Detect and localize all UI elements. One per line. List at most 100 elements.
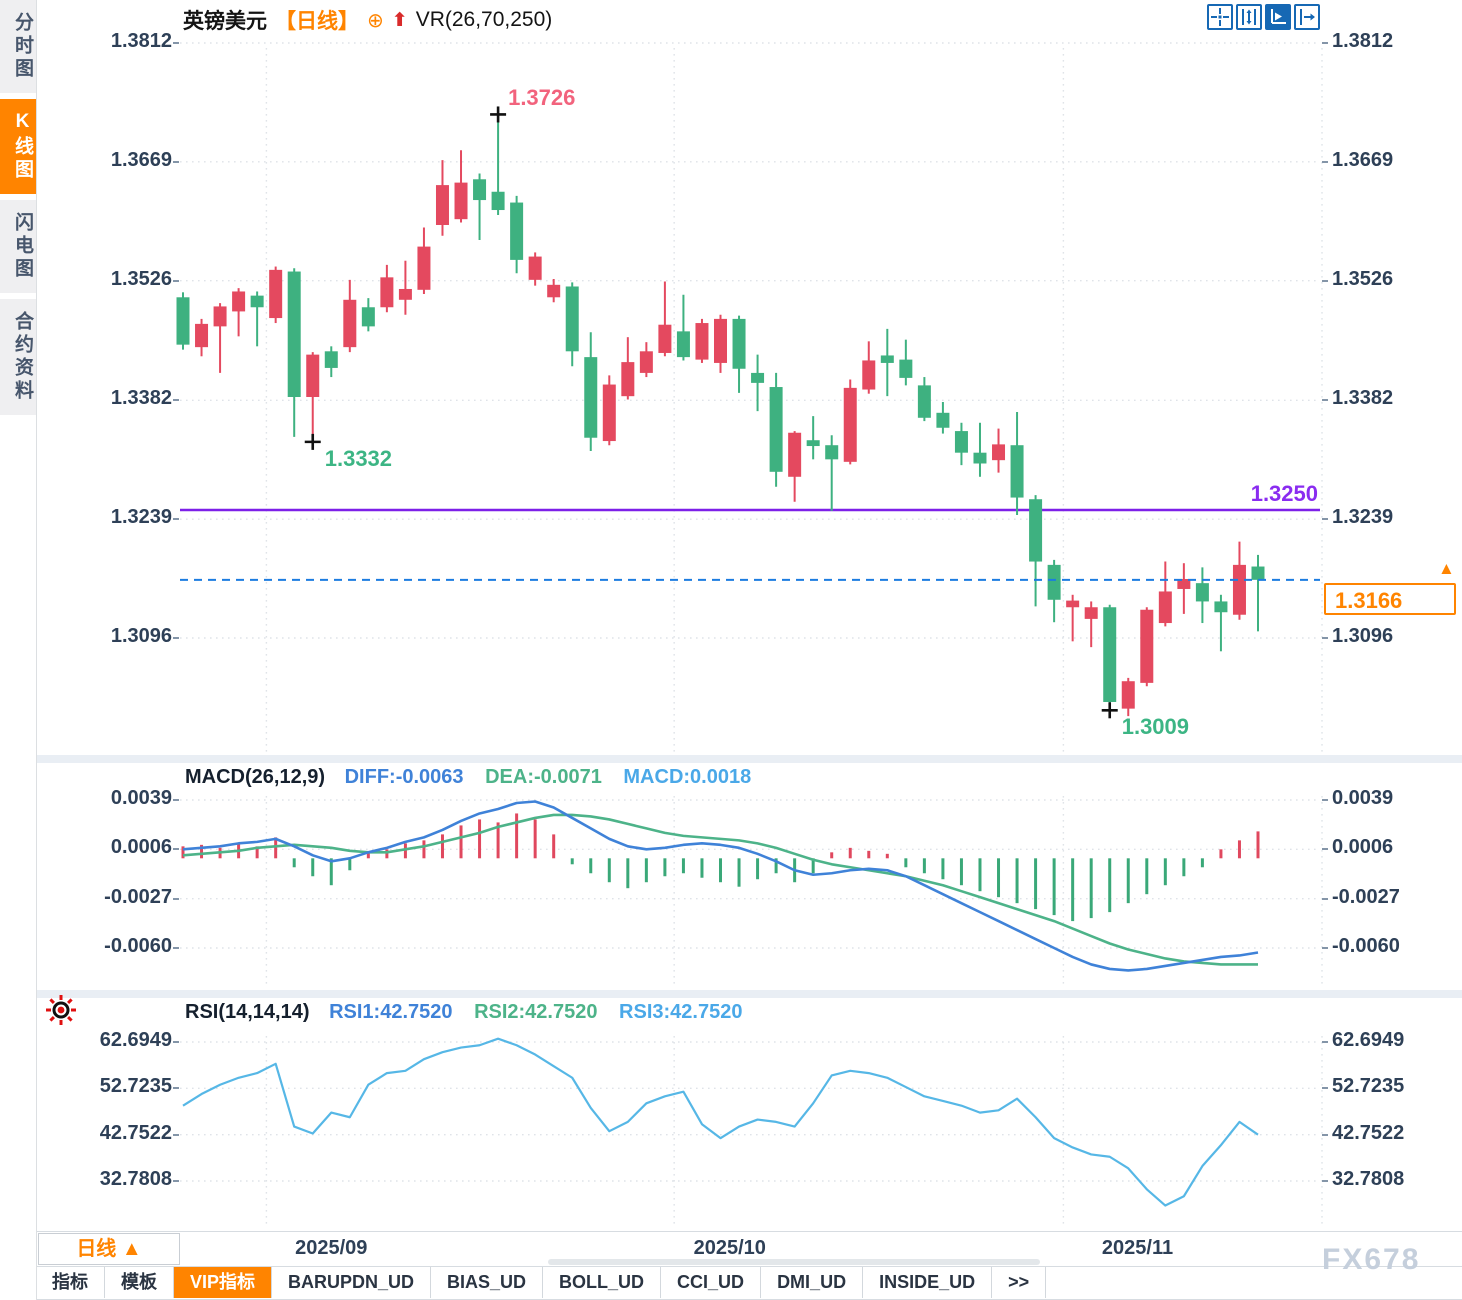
price-tick-label: -0.0027 (104, 885, 172, 908)
price-tick-label: 1.3239 (110, 506, 172, 529)
price-tick-label: 1.3239 (1332, 506, 1394, 529)
price-tick-label: -0.0060 (104, 935, 172, 957)
horizontal-scrollbar[interactable] (548, 1259, 1040, 1265)
bottom-tab-4[interactable]: BIAS_UD (431, 1267, 544, 1298)
price-tick-label: 1.3669 (110, 148, 172, 171)
axis-tick (173, 637, 179, 639)
axis-tick (1322, 160, 1328, 163)
symbol-name: 英镑美元 (183, 10, 267, 33)
bottom-tab-5[interactable]: BOLL_UD (543, 1267, 662, 1298)
target-circle-icon[interactable]: ⊕ (367, 9, 384, 32)
axis-tick (1322, 897, 1328, 900)
price-tick-label: 1.3669 (1332, 148, 1394, 171)
price-tick-label: 42.7522 (99, 1121, 172, 1144)
axis-tick (1322, 1180, 1328, 1182)
chevron-up-icon: ▲ (121, 1238, 142, 1260)
price-tick-label: 1.3096 (1332, 625, 1394, 647)
price-tick-label: 0.0006 (1332, 836, 1394, 859)
price-tick-label: 42.7522 (1332, 1121, 1405, 1144)
axis-tick (173, 848, 179, 851)
price-tick-label: -0.0027 (1332, 885, 1400, 908)
price-tick-label: 0.0039 (110, 787, 172, 809)
axis-tick (173, 518, 179, 521)
bottom-tab-9[interactable]: >> (992, 1267, 1047, 1298)
axis-tick (1322, 1041, 1328, 1043)
price-tick-label: 62.6949 (99, 1029, 172, 1051)
rsi-title: RSI(14,14,14) (185, 1001, 310, 1023)
time-axis-label: 2025/11 (1101, 1237, 1174, 1259)
axis-tick (1322, 848, 1328, 851)
chart-type-sidebar: 分时图 K线图闪电图合约资料 (0, 0, 37, 1300)
bottom-tab-2[interactable]: VIP指标 (174, 1267, 273, 1298)
price-tick-label: 1.3382 (1332, 387, 1394, 410)
bottom-tab-3[interactable]: BARUPDN_UD (272, 1267, 432, 1298)
axis-tick (173, 160, 179, 163)
axis-tick (173, 399, 179, 402)
axis-tick (173, 799, 179, 801)
sidebar-item-2[interactable]: 闪电图 (0, 200, 36, 293)
watermark: FX678 (1322, 1243, 1421, 1276)
price-tick-label: 1.3382 (110, 387, 172, 410)
price-tick-label: 52.7235 (1332, 1075, 1405, 1098)
price-tick-label: 52.7235 (99, 1075, 172, 1098)
auto-scale-icon[interactable] (1265, 4, 1291, 30)
price-tick-label: 32.7808 (1332, 1168, 1405, 1190)
panel-separator[interactable] (36, 990, 1462, 998)
sidebar-item-1[interactable]: K线图 (0, 99, 36, 194)
axis-tick (1322, 799, 1328, 801)
axis-tick (173, 1041, 179, 1043)
sidebar-item-3[interactable]: 合约资料 (0, 299, 36, 415)
axis-tick (1322, 518, 1328, 521)
macd-diff-value: DIFF:-0.0063 (344, 766, 464, 788)
axis-tick (173, 279, 179, 282)
time-axis-label: 2025/10 (693, 1237, 766, 1259)
hot-indicator-icon[interactable] (44, 993, 78, 1032)
time-axis-label: 2025/09 (295, 1237, 368, 1259)
price-tick-label: 0.0006 (110, 836, 172, 859)
bottom-tab-1[interactable]: 模板 (105, 1267, 174, 1298)
price-tick-label: 1.3096 (110, 625, 172, 647)
axis-tick (1322, 637, 1328, 639)
axis-tick (173, 42, 179, 44)
price-tick-label: 1.3526 (110, 267, 172, 290)
axis-tick (173, 897, 179, 900)
axis-tick (1322, 1133, 1328, 1136)
bottom-tab-6[interactable]: CCI_UD (661, 1267, 762, 1298)
price-up-marker-icon: ▲ (1438, 558, 1455, 578)
macd-title: MACD(26,12,9) (185, 766, 326, 788)
panel-separator[interactable] (36, 755, 1462, 763)
axis-tick (1322, 42, 1328, 44)
up-arrow-icon: ⬆ (391, 9, 408, 31)
rsi2-value: RSI2:42.7520 (474, 1001, 598, 1023)
price-tick-label: 1.3812 (110, 30, 172, 52)
chart-title-bar: 英镑美元 【日线】 ⊕ ⬆ VR(26,70,250) (183, 5, 552, 35)
rsi1-value: RSI1:42.7520 (329, 1001, 453, 1023)
axis-tick (173, 1133, 179, 1136)
sidebar-item-0[interactable]: 分时图 (0, 0, 36, 93)
axis-range-icon[interactable] (1236, 4, 1262, 30)
rsi-legend: RSI(14,14,14) RSI1:42.7520 RSI2:42.7520 … (185, 1001, 742, 1024)
swing-low-label: 1.3332 (324, 445, 393, 471)
bottom-tab-7[interactable]: DMI_UD (761, 1267, 864, 1298)
macd-hist-value: MACD:0.0018 (623, 766, 752, 788)
axis-tick (1322, 1087, 1328, 1090)
price-tick-label: 62.6949 (1332, 1029, 1405, 1051)
overlay-indicator-label[interactable]: VR(26,70,250) (415, 8, 553, 31)
resistance-price-label[interactable]: 1.3250 (1250, 481, 1318, 507)
axis-tick (1322, 947, 1328, 949)
axis-tick (173, 947, 179, 949)
swing-high-label: 1.3726 (508, 85, 576, 111)
price-tick-label: 1.3526 (1332, 267, 1394, 290)
price-tick-label: -0.0060 (1332, 935, 1400, 957)
period-selector-button[interactable]: 日线 ▲ (38, 1233, 180, 1265)
pan-right-icon[interactable] (1294, 4, 1320, 30)
rsi3-value: RSI3:42.7520 (619, 1001, 743, 1023)
bottom-tab-0[interactable]: 指标 (36, 1267, 105, 1298)
current-price-badge: 1.3166 (1324, 582, 1456, 615)
macd-dea-value: DEA:-0.0071 (485, 766, 602, 788)
crosshair-icon[interactable] (1207, 4, 1233, 30)
bottom-tab-8[interactable]: INSIDE_UD (863, 1267, 993, 1298)
period-tag[interactable]: 【日线】 (275, 10, 359, 33)
